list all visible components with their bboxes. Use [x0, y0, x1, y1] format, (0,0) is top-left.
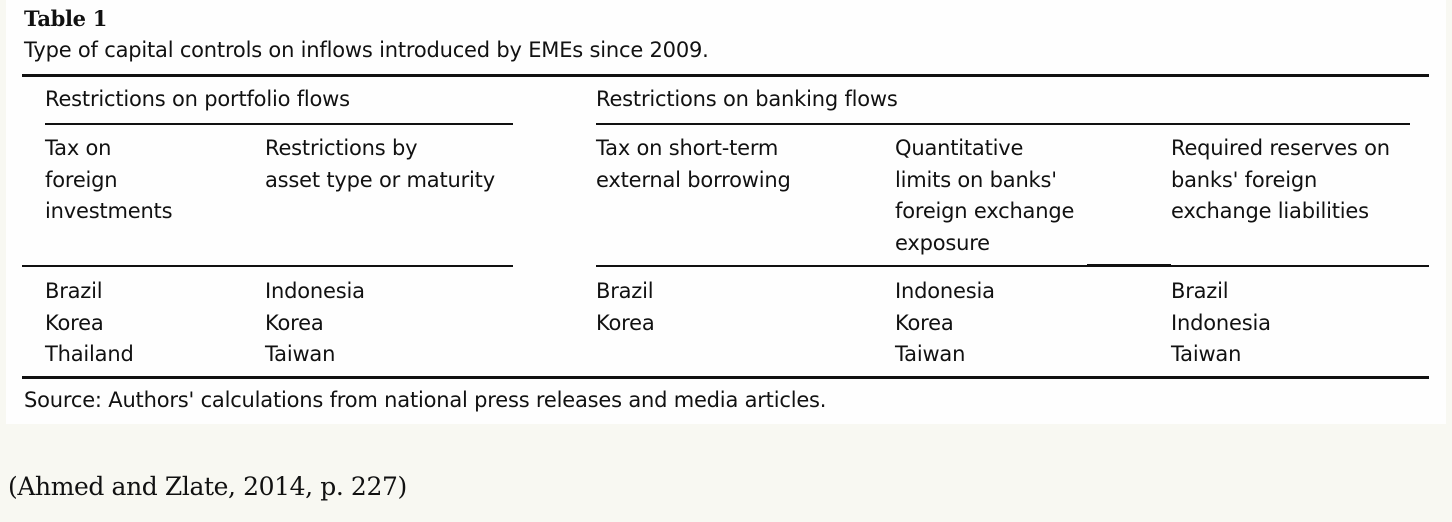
group-rule-portfolio — [45, 123, 513, 125]
country-cell: Indonesia — [1171, 310, 1271, 335]
country-cell: Korea — [596, 310, 655, 335]
column-header-quantitative-limits: Quantitative limits on banks' foreign ex… — [895, 136, 1075, 255]
country-cell: Brazil — [596, 279, 654, 303]
bottom-rule — [22, 376, 1429, 379]
column-header-required-reserves: Required reserves on banks' foreign exch… — [1171, 136, 1390, 223]
group-header-portfolio: Restrictions on portfolio flows — [45, 87, 350, 111]
country-cell: Brazil — [1171, 279, 1229, 303]
column-header-restrictions-asset-type: Restrictions by asset type or maturity — [265, 136, 495, 192]
country-cell: Thailand — [45, 342, 134, 366]
column-countries-required-reserves: Brazil Indonesia Taiwan — [1171, 276, 1271, 371]
table-label: Table 1 — [24, 6, 108, 31]
country-cell: Korea — [45, 310, 104, 335]
table-source-note: Source: Authors' calculations from natio… — [24, 388, 827, 412]
country-cell: Taiwan — [1171, 342, 1242, 366]
column-countries-quantitative-limits: Indonesia Korea Taiwan — [895, 276, 995, 371]
country-cell: Taiwan — [895, 342, 966, 366]
country-cell: Brazil — [45, 279, 103, 303]
table-caption: Type of capital controls on inflows intr… — [24, 38, 709, 62]
column-countries-tax-short-term-borrowing: Brazil Korea — [596, 276, 655, 339]
column-countries-restrictions-asset-type: Indonesia Korea Taiwan — [265, 276, 365, 371]
column-header-tax-short-term-borrowing: Tax on short-term external borrowing — [596, 136, 791, 192]
country-cell: Korea — [265, 310, 324, 335]
citation: (Ahmed and Zlate, 2014, p. 227) — [8, 472, 407, 501]
group-rule-banking — [596, 123, 1410, 125]
country-cell: Indonesia — [895, 279, 995, 303]
header-rule-banking — [596, 265, 1429, 267]
country-cell: Indonesia — [265, 279, 365, 303]
column-header-tax-foreign-investments: Tax on foreign investments — [45, 136, 173, 223]
group-header-banking: Restrictions on banking flows — [596, 87, 898, 111]
country-cell: Korea — [895, 310, 954, 335]
header-rule-portfolio — [22, 265, 513, 267]
top-rule — [22, 74, 1429, 77]
header-rule-accent — [1087, 264, 1171, 267]
column-countries-tax-foreign-investments: Brazil Korea Thailand — [45, 276, 134, 371]
table-figure: Table 1 Type of capital controls on infl… — [6, 0, 1446, 424]
country-cell: Taiwan — [265, 342, 336, 366]
